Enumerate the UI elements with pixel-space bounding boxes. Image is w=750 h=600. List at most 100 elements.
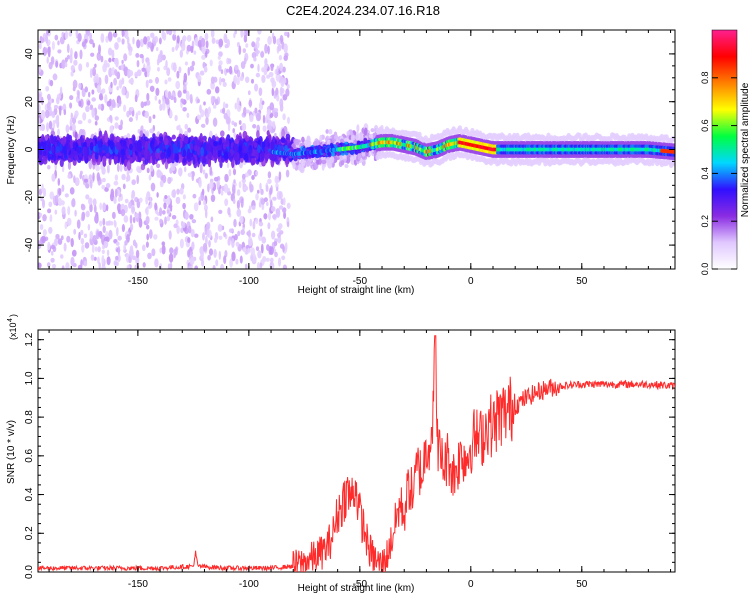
noise-speck bbox=[283, 43, 288, 54]
noise-speck bbox=[249, 218, 253, 227]
noise-speck bbox=[136, 60, 140, 68]
haze-speck bbox=[355, 134, 359, 141]
noise-speck bbox=[70, 71, 74, 77]
noise-speck bbox=[243, 34, 248, 43]
spectral-blob bbox=[141, 138, 146, 147]
noise-speck bbox=[41, 96, 44, 106]
spectral-blob bbox=[72, 150, 78, 157]
noise-speck bbox=[220, 69, 224, 74]
noise-speck bbox=[191, 241, 195, 251]
noise-speck bbox=[159, 49, 163, 57]
noise-speck bbox=[223, 231, 227, 238]
noise-speck bbox=[260, 243, 264, 254]
noise-speck bbox=[87, 119, 92, 124]
noise-speck bbox=[204, 32, 209, 41]
noise-speck bbox=[268, 211, 271, 221]
noise-speck bbox=[61, 165, 65, 173]
noise-speck bbox=[54, 119, 59, 124]
spectral-blob bbox=[220, 130, 225, 137]
noise-speck bbox=[98, 93, 103, 101]
noise-speck bbox=[224, 103, 229, 108]
noise-speck bbox=[88, 174, 93, 180]
noise-speck bbox=[114, 42, 119, 50]
noise-speck bbox=[105, 230, 109, 238]
noise-speck bbox=[135, 53, 140, 58]
noise-speck bbox=[76, 219, 81, 229]
noise-speck bbox=[51, 173, 56, 182]
haze-speck bbox=[344, 163, 349, 169]
noise-speck bbox=[64, 30, 69, 40]
noise-speck bbox=[223, 183, 229, 194]
noise-speck bbox=[128, 79, 133, 84]
noise-speck bbox=[232, 198, 236, 204]
noise-speck bbox=[38, 43, 42, 50]
noise-speck bbox=[227, 238, 231, 246]
noise-speck bbox=[41, 183, 44, 194]
noise-speck bbox=[115, 241, 120, 246]
noise-speck bbox=[111, 99, 116, 108]
noise-speck bbox=[114, 69, 118, 76]
noise-speck bbox=[272, 120, 276, 129]
noise-speck bbox=[74, 209, 77, 217]
noise-speck bbox=[161, 101, 166, 111]
noise-speck bbox=[120, 209, 126, 217]
noise-speck bbox=[148, 115, 152, 124]
noise-speck bbox=[257, 250, 262, 259]
noise-speck bbox=[47, 208, 52, 214]
noise-speck bbox=[272, 214, 277, 220]
noise-speck bbox=[154, 258, 159, 268]
noise-speck bbox=[77, 264, 83, 269]
noise-speck bbox=[191, 172, 195, 182]
noise-speck bbox=[267, 45, 270, 55]
spectral-blob bbox=[244, 135, 250, 142]
noise-speck bbox=[149, 85, 155, 92]
noise-speck bbox=[85, 194, 90, 200]
noise-speck bbox=[279, 86, 284, 97]
noise-speck bbox=[124, 240, 128, 246]
noise-speck bbox=[145, 79, 149, 89]
spectral-blob bbox=[113, 154, 119, 164]
noise-speck bbox=[51, 41, 55, 51]
noise-speck bbox=[69, 187, 75, 195]
spectral-blob bbox=[261, 141, 266, 148]
noise-speck bbox=[217, 55, 221, 60]
noise-speck bbox=[146, 35, 151, 42]
noise-speck bbox=[134, 71, 139, 78]
noise-speck bbox=[261, 67, 265, 73]
noise-speck bbox=[93, 256, 97, 261]
noise-speck bbox=[218, 60, 223, 66]
noise-speck bbox=[205, 116, 209, 125]
noise-speck bbox=[170, 166, 176, 172]
noise-speck bbox=[190, 45, 194, 54]
noise-speck bbox=[270, 128, 274, 134]
noise-speck bbox=[110, 220, 114, 226]
noise-speck bbox=[113, 260, 118, 266]
noise-speck bbox=[213, 237, 218, 244]
noise-speck bbox=[250, 254, 253, 262]
noise-speck bbox=[282, 197, 286, 206]
noise-speck bbox=[146, 61, 151, 66]
noise-speck bbox=[144, 207, 148, 214]
spectral-blob bbox=[189, 143, 194, 151]
noise-speck bbox=[107, 220, 112, 226]
noise-speck bbox=[73, 175, 76, 184]
noise-speck bbox=[270, 206, 276, 212]
noise-speck bbox=[231, 251, 236, 262]
noise-speck bbox=[145, 224, 150, 230]
noise-speck bbox=[240, 198, 244, 208]
noise-speck bbox=[119, 163, 123, 172]
noise-speck bbox=[60, 254, 64, 259]
noise-speck bbox=[128, 50, 133, 56]
noise-speck bbox=[126, 36, 130, 46]
spectral-blob bbox=[94, 152, 99, 160]
noise-speck bbox=[251, 232, 256, 238]
noise-speck bbox=[54, 34, 59, 41]
noise-speck bbox=[278, 54, 283, 61]
noise-speck bbox=[261, 236, 267, 244]
noise-speck bbox=[255, 72, 261, 78]
noise-speck bbox=[176, 225, 180, 235]
noise-speck bbox=[74, 51, 78, 60]
spectral-blob bbox=[256, 130, 260, 139]
spectral-blob bbox=[224, 137, 229, 145]
noise-speck bbox=[247, 247, 251, 254]
